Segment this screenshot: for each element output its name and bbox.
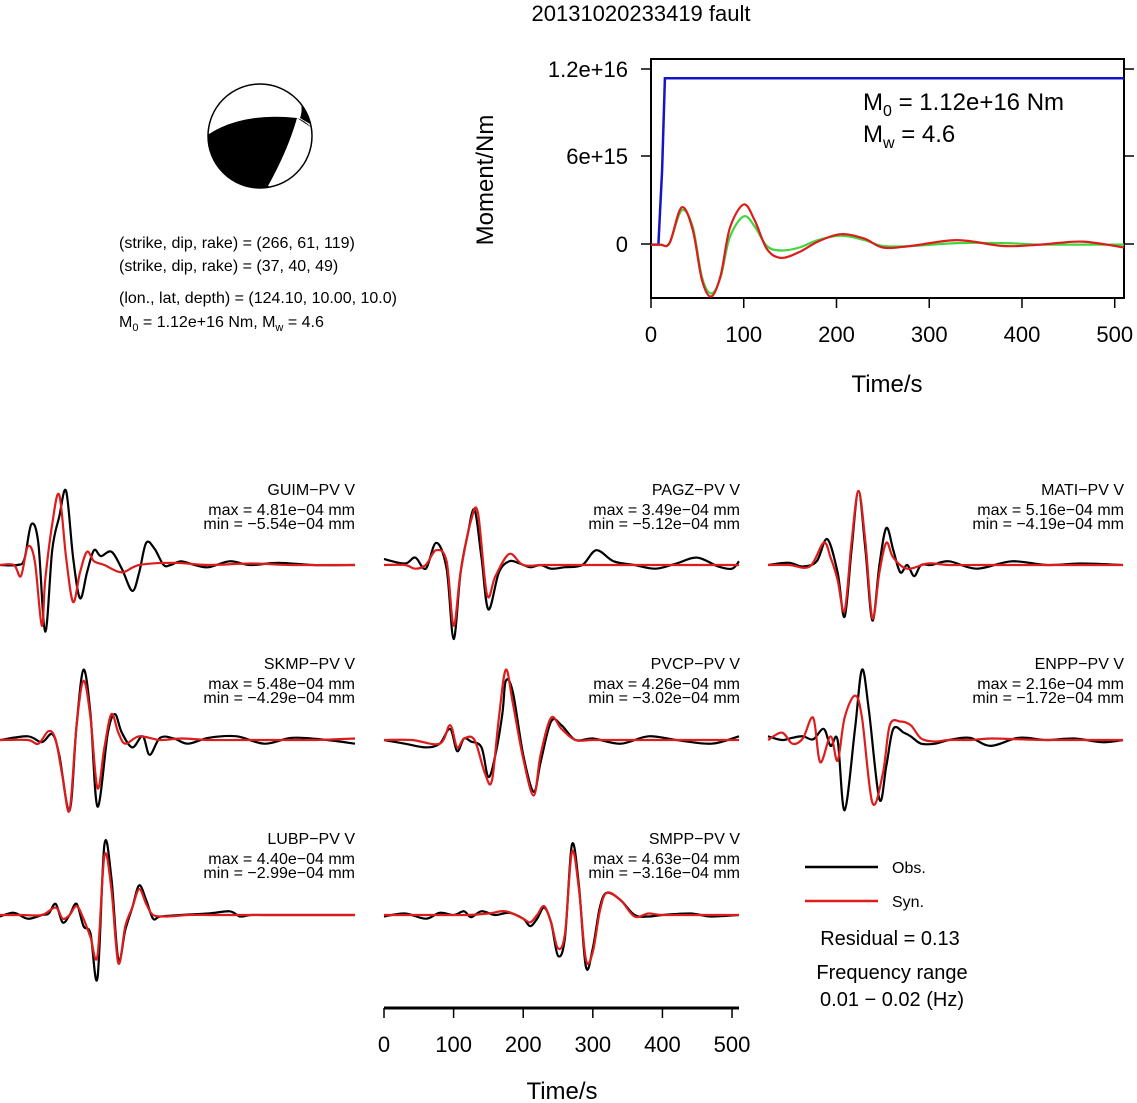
station-min: min = −3.16e−04 mm <box>588 865 740 882</box>
nodal-plane-2: (strike, dip, rake) = (37, 40, 49) <box>119 258 338 275</box>
station-max: max = 3.49e−04 mm <box>593 502 740 519</box>
station-max: max = 4.63e−04 mm <box>593 851 740 868</box>
hypocenter-location: (lon., lat, depth) = (124.10, 10.00, 10.… <box>119 290 397 307</box>
station-min: min = −2.99e−04 mm <box>203 865 355 882</box>
station-label: GUIM−PV V <box>267 482 355 499</box>
station-min: min = −4.29e−04 mm <box>203 690 355 707</box>
synthetic-waveform <box>383 506 739 627</box>
waveform-xtick-label: 300 <box>574 1032 611 1057</box>
residual-text: Residual = 0.13 <box>820 928 960 950</box>
synthetic-waveform <box>0 492 356 627</box>
moment-x-axis: 0 100 200 300 400 500 <box>645 298 1133 347</box>
waveform-xtick-label: 100 <box>435 1032 472 1057</box>
synthetic-waveform <box>767 489 1123 620</box>
waveform-xtick-label: 0 <box>378 1032 390 1057</box>
station-max: max = 5.16e−04 mm <box>977 502 1124 519</box>
waveform-xlabel: Time/s <box>526 1078 597 1103</box>
frequency-range-value: 0.01 − 0.02 (Hz) <box>820 989 964 1011</box>
station-max: max = 5.48e−04 mm <box>208 676 355 693</box>
figure-title: 20131020233419 fault <box>532 1 751 26</box>
moment-ytick-label: 6e+15 <box>566 144 628 169</box>
station-max: max = 4.81e−04 mm <box>208 502 355 519</box>
waveform-time-axis: 0 100 200 300 400 500 Time/s <box>378 1006 751 1103</box>
moment-xtick-label: 300 <box>911 322 948 347</box>
observed-waveform <box>0 488 356 633</box>
moment-y-axis: 1.2e+16 6e+15 0 <box>548 57 1134 257</box>
moment-xtick-label: 500 <box>1096 322 1133 347</box>
waveform-xtick-label: 200 <box>505 1032 542 1057</box>
station-max: max = 4.26e−04 mm <box>593 676 740 693</box>
synthetic-waveform <box>383 668 739 797</box>
station-label: SMPP−PV V <box>649 831 740 848</box>
moment-xlabel: Time/s <box>851 371 922 398</box>
station-max: max = 4.40e−04 mm <box>208 851 355 868</box>
moment-rate-line-2 <box>650 203 1125 298</box>
moment-xtick-label: 100 <box>725 322 762 347</box>
moment-panel: 1.2e+16 6e+15 0 0 100 200 300 400 500 Moment/… <box>472 57 1134 398</box>
station-min: min = −3.02e−04 mm <box>588 690 740 707</box>
station-min: min = −1.72e−04 mm <box>972 690 1124 707</box>
synthetic-waveform <box>767 694 1123 806</box>
focal-mechanism-beachball <box>207 83 313 189</box>
observed-waveform <box>767 489 1124 622</box>
synthetic-waveform <box>384 849 739 965</box>
nodal-plane-1: (strike, dip, rake) = (266, 61, 119) <box>119 235 355 252</box>
frequency-range-label: Frequency range <box>816 962 967 984</box>
waveform-xtick-label: 500 <box>714 1032 751 1057</box>
moment-mw-annotation: Mw = 4.6 <box>863 121 955 152</box>
synthetic-waveform <box>0 679 356 813</box>
station-label: MATI−PV V <box>1041 482 1124 499</box>
station-min: min = −5.12e−04 mm <box>588 516 740 533</box>
station-min: min = −5.54e−04 mm <box>203 516 355 533</box>
station-max: max = 2.16e−04 mm <box>977 676 1124 693</box>
moment-ytick-label: 0 <box>616 232 628 257</box>
moment-rate-line <box>650 208 1124 295</box>
observed-waveform <box>767 668 1124 812</box>
moment-xtick-label: 200 <box>818 322 855 347</box>
moment-magnitude-line: M0 = 1.12e+16 Nm, Mw = 4.6 <box>119 314 324 334</box>
moment-xtick-label: 0 <box>645 322 657 347</box>
moment-ytick-label: 1.2e+16 <box>548 57 628 82</box>
station-label: PVCP−PV V <box>651 656 741 673</box>
station-label: SKMP−PV V <box>264 656 355 673</box>
station-label: LUBP−PV V <box>267 831 355 848</box>
moment-ylabel: Moment/Nm <box>472 115 499 246</box>
waveform-xtick-label: 400 <box>644 1032 681 1057</box>
station-label: ENPP−PV V <box>1035 656 1125 673</box>
legend-syn-label: Syn. <box>892 894 924 911</box>
observed-waveform <box>383 842 740 971</box>
synthetic-waveform <box>0 852 355 965</box>
moment-xtick-label: 400 <box>1004 322 1041 347</box>
station-label: PAGZ−PV V <box>652 482 741 499</box>
legend-obs-label: Obs. <box>892 860 926 877</box>
station-min: min = −4.19e−04 mm <box>972 516 1124 533</box>
moment-m0-annotation: M0 = 1.12e+16 Nm <box>863 89 1064 120</box>
moment-series <box>650 77 1125 298</box>
moment-plot-frame <box>650 58 1125 299</box>
mechanism-info: (strike, dip, rake) = (266, 61, 119) (st… <box>119 235 397 334</box>
legend: Obs. Syn. Residual = 0.13 Frequency rang… <box>805 860 968 1011</box>
